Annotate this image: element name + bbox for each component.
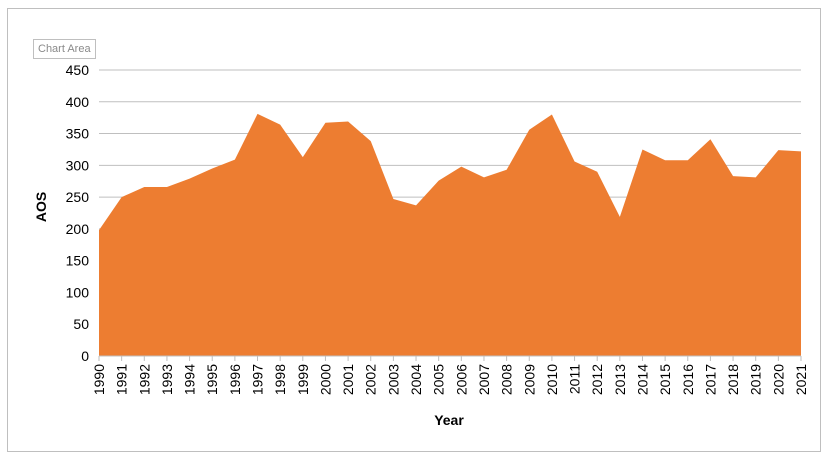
y-tick-label: 200 — [66, 221, 90, 237]
x-tick-label: 2010 — [544, 364, 560, 395]
x-tick-label: 2020 — [770, 364, 786, 395]
y-tick-label: 0 — [81, 348, 89, 364]
x-tick-label: 2017 — [702, 364, 718, 395]
x-tick-label: 2012 — [589, 364, 605, 395]
x-tick-label: 2007 — [476, 364, 492, 395]
chart-area-tooltip: Chart Area — [33, 39, 96, 59]
x-tick-label: 1997 — [250, 364, 266, 395]
x-tick-label: 1991 — [114, 364, 130, 395]
y-tick-label: 150 — [66, 253, 90, 269]
x-tick-label: 2016 — [680, 364, 696, 395]
chart-area: 0 50 100 150 200 250 300 350 400 450 1990 1991 1992… — [7, 8, 821, 452]
y-tick-label: 50 — [73, 316, 89, 332]
x-axis-title: Year — [434, 412, 464, 428]
x-tick-label: 1995 — [204, 364, 220, 395]
x-tick-labels: 1990 1991 1992 1993 1994 1995 1996 1997 1998 1999… — [91, 364, 809, 395]
x-tick-label: 2009 — [521, 364, 537, 395]
x-tick-label: 2001 — [340, 364, 356, 395]
x-tick-label: 2006 — [453, 364, 469, 395]
y-axis-title: AOS — [33, 192, 49, 222]
area-series-fill — [99, 113, 801, 356]
x-tick-label: 2013 — [612, 364, 628, 395]
x-tick-label: 1992 — [136, 364, 152, 395]
x-tick-label: 2018 — [725, 364, 741, 395]
x-tick-label: 1998 — [272, 364, 288, 395]
y-tick-label: 100 — [66, 284, 90, 300]
x-tick-label: 2000 — [317, 364, 333, 395]
x-tick-label: 2021 — [793, 364, 809, 395]
y-tick-label: 400 — [66, 94, 90, 110]
x-tick-label: 1990 — [91, 364, 107, 395]
x-tick-label: 2005 — [431, 364, 447, 395]
y-tick-label: 350 — [66, 126, 90, 142]
chart-svg: 0 50 100 150 200 250 300 350 400 450 1990 1991 1992… — [33, 62, 809, 428]
x-tick-label: 2015 — [657, 364, 673, 395]
x-tick-label: 2014 — [634, 364, 650, 395]
y-tick-label: 250 — [66, 189, 90, 205]
x-tick-label: 2002 — [363, 364, 379, 395]
axes — [98, 355, 802, 361]
y-tick-label: 450 — [66, 62, 90, 78]
x-tick-label: 2019 — [748, 364, 764, 395]
x-tick-label: 1993 — [159, 364, 175, 395]
x-tick-label: 1994 — [182, 364, 198, 395]
x-tick-label: 1996 — [227, 364, 243, 395]
x-tick-label: 2011 — [567, 364, 583, 394]
x-tick-label: 2003 — [385, 364, 401, 395]
area-series — [99, 113, 801, 356]
x-tick-label: 2004 — [408, 364, 424, 395]
x-tick-label: 2008 — [499, 364, 515, 395]
x-tick-label: 1999 — [295, 364, 311, 395]
y-tick-labels: 0 50 100 150 200 250 300 350 400 450 — [66, 62, 90, 364]
y-tick-label: 300 — [66, 157, 90, 173]
